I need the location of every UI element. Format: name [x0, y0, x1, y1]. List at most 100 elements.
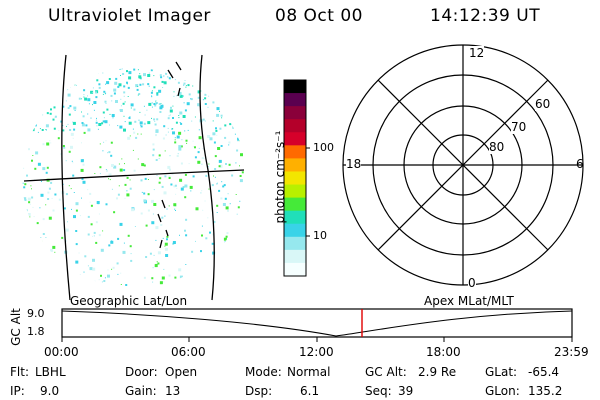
date-label: 08 Oct 00: [275, 6, 363, 26]
image-pixel: [110, 240, 114, 244]
param-glon-key: GLon:: [485, 384, 520, 398]
image-pixel: [223, 237, 227, 241]
image-pixel: [89, 267, 93, 271]
image-pixel: [155, 101, 157, 103]
image-pixel: [202, 118, 205, 121]
image-pixel: [184, 130, 186, 132]
image-pixel: [45, 129, 47, 130]
image-pixel: [111, 164, 114, 167]
image-pixel: [164, 247, 168, 251]
image-pixel: [202, 209, 204, 211]
image-pixel: [133, 68, 136, 71]
image-pixel: [79, 215, 81, 217]
image-pixel: [93, 101, 97, 104]
altitude-tick-1-8: 1.8: [27, 325, 45, 338]
image-pixel: [162, 87, 164, 88]
colorbar-band: [284, 93, 306, 107]
image-pixel: [87, 128, 91, 132]
image-pixel: [119, 109, 123, 112]
image-pixel: [148, 72, 150, 74]
image-pixel: [129, 245, 132, 248]
image-pixel: [239, 175, 242, 177]
image-pixel: [80, 98, 82, 100]
image-pixel: [147, 83, 150, 86]
image-pixel: [232, 126, 235, 129]
image-pixel: [209, 137, 213, 141]
image-pixel: [229, 123, 232, 126]
image-pixel: [236, 213, 238, 215]
time-label: 14:12:39 UT: [430, 6, 541, 26]
image-pixel: [155, 134, 157, 137]
image-pixel: [174, 137, 176, 139]
image-pixel: [158, 181, 161, 184]
image-pixel: [178, 145, 182, 149]
image-pixel: [172, 105, 174, 107]
image-pixel: [194, 146, 196, 149]
image-pixel: [105, 92, 107, 94]
image-pixel: [45, 237, 47, 238]
image-pixel: [68, 150, 71, 153]
image-pixel: [184, 229, 186, 232]
image-pixel: [98, 86, 101, 89]
image-pixel: [89, 201, 91, 203]
image-pixel: [157, 251, 161, 255]
image-pixel: [65, 193, 68, 196]
image-pixel: [47, 198, 50, 200]
image-pixel: [132, 149, 134, 151]
image-pixel: [237, 137, 241, 141]
image-pixel: [37, 162, 41, 166]
image-pixel: [45, 204, 47, 206]
image-pixel: [123, 169, 126, 172]
image-pixel: [201, 225, 203, 227]
image-pixel: [240, 153, 243, 157]
image-pixel: [229, 203, 231, 205]
param-gain-key: Gain:: [125, 384, 157, 398]
image-pixel: [173, 95, 175, 97]
image-pixel: [218, 165, 221, 168]
param-mode-key: Mode:: [245, 365, 282, 379]
image-pixel: [197, 96, 200, 99]
image-pixel: [100, 274, 102, 277]
image-pixel: [192, 85, 194, 87]
image-pixel: [235, 162, 237, 164]
image-pixel: [216, 134, 218, 136]
param-seq-key: Seq:: [365, 384, 392, 398]
image-pixel: [174, 79, 176, 81]
image-pixel: [109, 124, 110, 126]
image-pixel: [105, 140, 107, 142]
image-pixel: [119, 68, 122, 70]
image-pixel: [72, 174, 75, 177]
image-pixel: [40, 193, 44, 197]
image-pixel: [153, 75, 155, 77]
image-pixel: [127, 96, 129, 97]
colorbar-band: [284, 249, 306, 264]
image-pixel: [91, 91, 93, 93]
image-pixel: [152, 267, 154, 269]
image-pixel: [65, 240, 67, 242]
image-pixel: [207, 106, 209, 108]
image-pixel: [29, 203, 31, 205]
image-pixel: [156, 261, 158, 263]
image-pixel: [200, 192, 202, 194]
image-pixel: [105, 83, 106, 85]
param-glat-key: GLat:: [485, 365, 518, 379]
image-pixel: [151, 117, 152, 119]
image-pixel: [104, 100, 107, 103]
image-pixel: [169, 114, 171, 116]
image-pixel: [105, 103, 107, 104]
image-pixel: [170, 106, 172, 109]
image-pixel: [183, 102, 185, 104]
image-pixel: [35, 151, 39, 155]
image-pixel: [172, 131, 175, 135]
image-pixel: [67, 93, 71, 97]
image-pixel: [236, 149, 239, 152]
colorbar-band: [284, 106, 306, 120]
image-pixel: [169, 155, 171, 157]
image-pixel: [201, 163, 203, 165]
image-pixel: [27, 213, 31, 216]
image-pixel: [174, 208, 176, 210]
colorbar-band: [284, 119, 306, 133]
image-pixel: [116, 197, 118, 200]
image-pixel: [36, 222, 39, 225]
image-pixel: [143, 73, 146, 77]
